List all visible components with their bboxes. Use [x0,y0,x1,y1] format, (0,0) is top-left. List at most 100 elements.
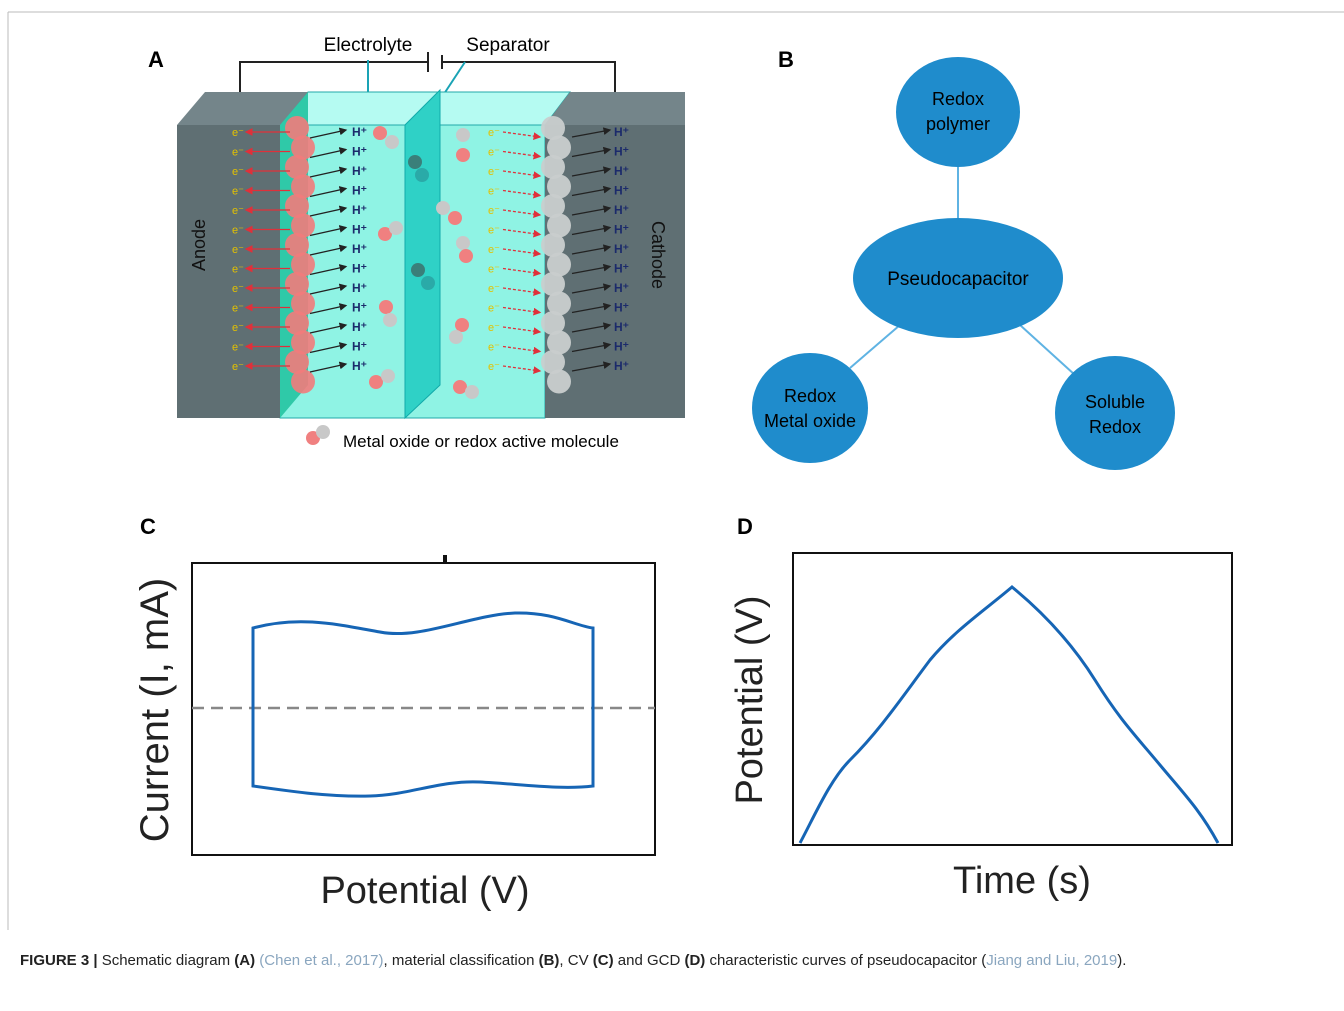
proton-label: H⁺ [352,359,367,373]
electrolyte-label: Electrolyte [324,35,413,56]
particle [465,385,479,399]
electron-label: e⁻ [232,205,244,217]
proton-label: H⁺ [352,223,367,237]
proton-label: H⁺ [614,184,629,198]
caption-text: , CV [559,952,592,969]
y-axis-label: Current (I, mA) [133,578,177,842]
caption-text: Schematic diagram [98,952,235,969]
proton-label: H⁺ [352,281,367,295]
electron-label: e⁻ [232,264,244,276]
panel-b: Redox polymer Pseudocapacitor Redox Meta… [752,57,1175,470]
proton-label: H⁺ [614,203,629,217]
legend-particle [316,425,330,439]
legend-text: Metal oxide or redox active molecule [343,432,619,451]
particle [421,276,435,290]
caption-text: and GCD [614,952,685,969]
particle [459,249,473,263]
active-particle [547,370,571,394]
caption-text: (B) [539,952,560,969]
electron-label: e⁻ [232,147,244,159]
particle [373,126,387,140]
electron-label: e⁻ [488,264,500,276]
y-axis-label: Potential (V) [729,595,771,804]
caption-text: (C) [593,952,614,969]
caption-text: (D) [684,952,705,969]
proton-label: H⁺ [352,203,367,217]
particle [385,135,399,149]
proton-label: H⁺ [352,145,367,159]
electron-label: e⁻ [232,225,244,237]
panel-d: Potential (V) Time (s) [729,553,1232,902]
caption-text: characteristic curves of pseudocapacitor… [705,952,986,969]
page: {"panel_labels":["A","B","C","D"], "pane… [0,0,1344,1011]
panel-label: C [140,514,156,539]
figure: A B C D Electrolyte Separator Anode Cath… [0,0,1344,940]
separator [405,90,440,418]
anode-label: Anode [189,219,209,271]
electron-label: e⁻ [488,342,500,354]
electron-label: e⁻ [488,186,500,198]
particle [436,201,450,215]
proton-label: H⁺ [614,125,629,139]
particle [456,128,470,142]
node-label: polymer [926,114,990,134]
panel-c: Current (I, mA) Potential (V) [133,555,655,912]
electron-label: e⁻ [232,361,244,373]
electron-label: e⁻ [488,147,500,159]
particle [383,313,397,327]
node-label: Pseudocapacitor [887,269,1029,290]
plot-box [793,553,1232,845]
proton-label: H⁺ [614,359,629,373]
proton-label: H⁺ [352,262,367,276]
electron-label: e⁻ [232,186,244,198]
node [752,353,868,463]
panel-label: A [148,47,164,72]
caption-ref: (Chen et al., 2017) [259,952,383,969]
caption-text: , material classification [384,952,539,969]
proton-label: H⁺ [614,281,629,295]
proton-label: H⁺ [352,320,367,334]
particle [411,263,425,277]
proton-label: H⁺ [614,164,629,178]
panel-a: Electrolyte Separator Anode Cathode Meta… [177,35,685,451]
connector [850,325,900,368]
proton-label: H⁺ [614,262,629,276]
particle [415,168,429,182]
x-axis-label: Time (s) [953,860,1091,902]
particle [389,221,403,235]
electron-label: e⁻ [232,244,244,256]
electron-label: e⁻ [488,127,500,139]
connector [1020,325,1075,375]
proton-label: H⁺ [352,242,367,256]
electron-label: e⁻ [488,244,500,256]
proton-label: H⁺ [614,340,629,354]
proton-label: H⁺ [352,184,367,198]
gcd-curve [800,587,1218,843]
cv-curve [253,613,593,796]
electron-label: e⁻ [488,225,500,237]
proton-label: H⁺ [352,125,367,139]
proton-label: H⁺ [614,145,629,159]
particle [456,148,470,162]
particle [455,318,469,332]
electron-label: e⁻ [232,166,244,178]
proton-label: H⁺ [614,223,629,237]
proton-label: H⁺ [352,340,367,354]
node [1055,356,1175,470]
electron-label: e⁻ [232,283,244,295]
particle [453,380,467,394]
proton-label: H⁺ [614,242,629,256]
proton-label: H⁺ [614,301,629,315]
particle [369,375,383,389]
particle [408,155,422,169]
electron-label: e⁻ [488,205,500,217]
caption-ref: Jiang and Liu, 2019 [986,952,1117,969]
active-particle [291,370,315,394]
node-label: Redox [1089,417,1141,437]
node-label: Soluble [1085,392,1145,412]
particle [381,369,395,383]
particle [379,300,393,314]
caption-text: ). [1117,952,1126,969]
node-label: Redox [932,89,984,109]
electron-label: e⁻ [232,127,244,139]
